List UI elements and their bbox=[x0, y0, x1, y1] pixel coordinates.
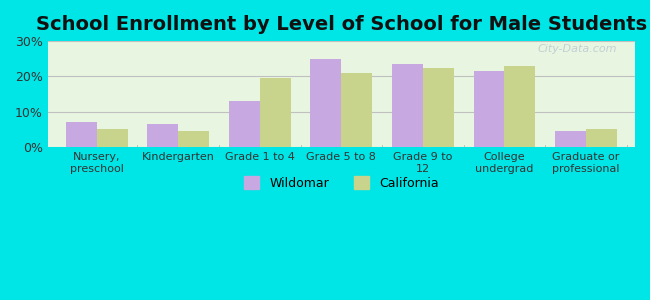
Text: City-Data.com: City-Data.com bbox=[538, 44, 617, 54]
Title: School Enrollment by Level of School for Male Students: School Enrollment by Level of School for… bbox=[36, 15, 647, 34]
Bar bbox=[148, 124, 178, 147]
Bar bbox=[423, 68, 454, 147]
Bar bbox=[178, 131, 209, 147]
Bar bbox=[555, 131, 586, 147]
Bar bbox=[473, 71, 504, 147]
Bar bbox=[260, 78, 291, 147]
Bar bbox=[504, 66, 536, 147]
Bar bbox=[341, 73, 372, 147]
Bar bbox=[66, 122, 97, 147]
Bar bbox=[586, 130, 617, 147]
Bar bbox=[310, 59, 341, 147]
Bar bbox=[97, 130, 127, 147]
Legend: Wildomar, California: Wildomar, California bbox=[238, 170, 445, 196]
Bar bbox=[229, 101, 260, 147]
Bar bbox=[392, 64, 423, 147]
